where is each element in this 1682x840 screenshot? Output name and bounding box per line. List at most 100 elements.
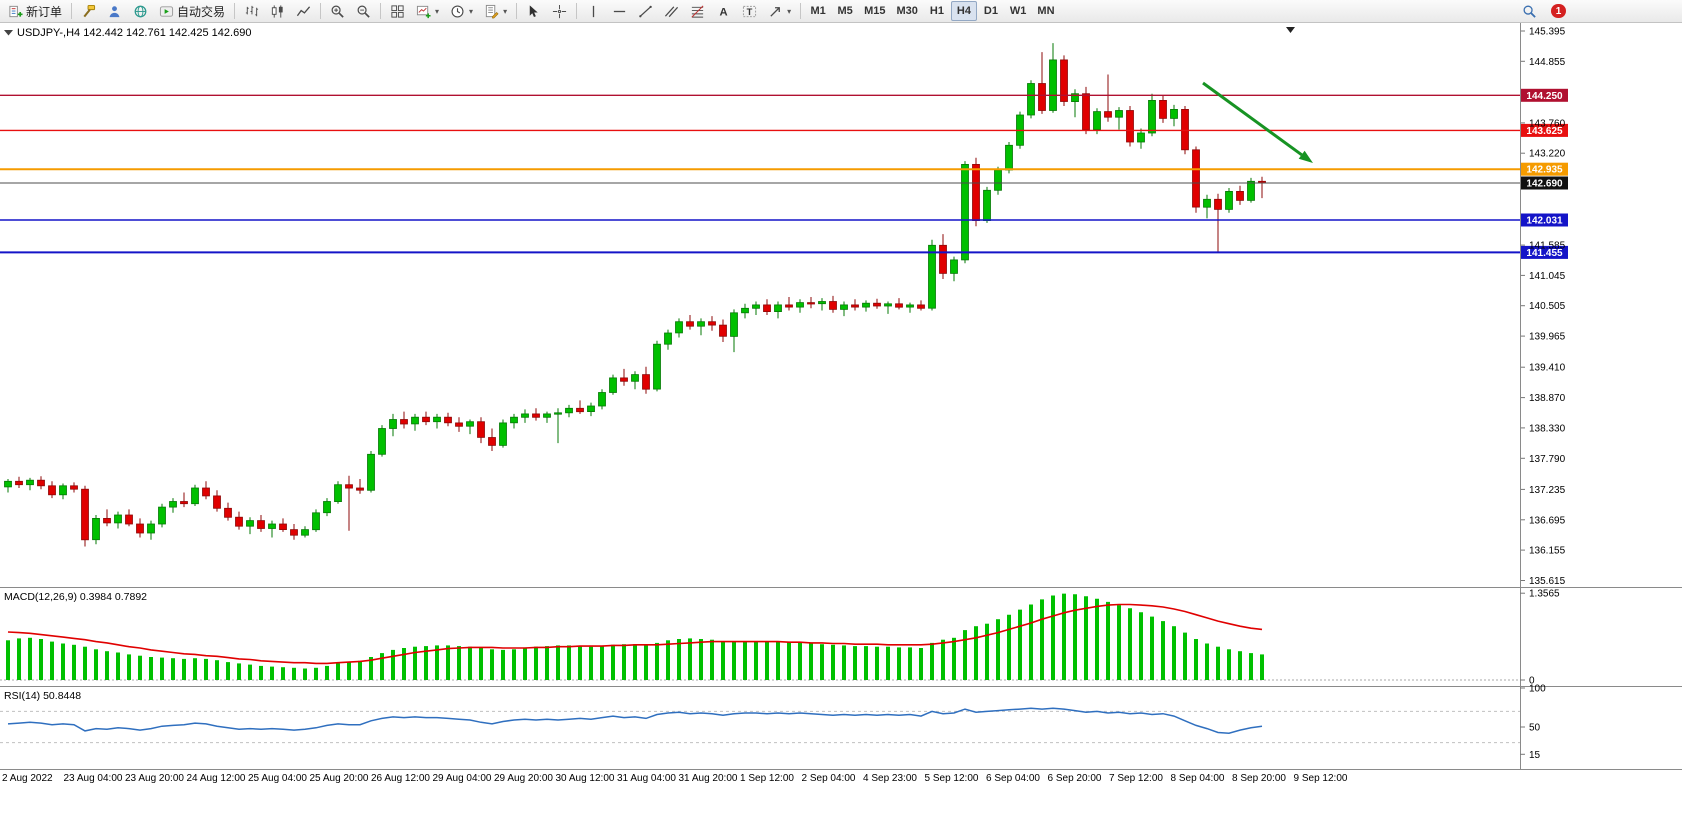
time-axis-label: 2 Aug 2022	[2, 773, 53, 784]
candle-body	[246, 520, 254, 527]
candle-body	[367, 453, 375, 491]
candle-body	[48, 485, 56, 496]
time-axis[interactable]: 2 Aug 2022 23 Aug 04:00 23 Aug 20:00 24 Aug…	[2, 773, 1348, 784]
trendline-tool-button[interactable]	[633, 1, 658, 21]
time-axis-label: 23 Aug 04:00	[64, 773, 123, 784]
templates-button[interactable]: ▾	[479, 1, 512, 21]
cursor-tool-button[interactable]	[521, 1, 546, 21]
fibonacci-tool-button[interactable]	[685, 1, 710, 21]
candle-body	[334, 484, 342, 503]
arrows-tool-button[interactable]: ▾	[763, 1, 796, 21]
svg-text:137.790: 137.790	[1529, 454, 1566, 465]
accounts-button[interactable]	[102, 1, 127, 21]
candlestick-chart-button[interactable]	[265, 1, 290, 21]
new-chart-button[interactable]: ▾	[411, 1, 444, 21]
svg-text:0: 0	[1529, 676, 1535, 687]
periods-button[interactable]: ▾	[445, 1, 478, 21]
line-chart-icon	[296, 5, 311, 16]
line-chart-button[interactable]	[291, 1, 316, 21]
horizontal-line-tool-button[interactable]	[607, 1, 632, 21]
timeframe-h4-button[interactable]: H4	[950, 1, 977, 21]
trendline-icon	[639, 5, 652, 17]
svg-text:143.760: 143.760	[1529, 118, 1566, 129]
timeframe-label: M30	[896, 5, 918, 17]
time-axis-label: 25 Aug 04:00	[248, 773, 307, 784]
candle-body	[664, 332, 672, 345]
time-axis-label: 24 Aug 12:00	[187, 773, 246, 784]
time-axis-label: 2 Sep 04:00	[802, 773, 856, 784]
one-click-collapse-icon[interactable]	[4, 30, 13, 36]
timeframe-h1-button[interactable]: H1	[924, 1, 950, 21]
svg-text:T: T	[747, 6, 753, 16]
dropdown-caret-icon: ▾	[469, 6, 474, 16]
time-axis-label: 31 Aug 04:00	[617, 773, 676, 784]
search-button[interactable]	[1517, 1, 1542, 21]
candle-body	[631, 374, 639, 382]
candle-body	[378, 428, 386, 455]
timeframe-w1-button[interactable]: W1	[1005, 1, 1032, 21]
candle-body	[213, 495, 221, 509]
community-button[interactable]	[128, 1, 153, 21]
crosshair-tool-button[interactable]	[547, 1, 572, 21]
candle-body	[323, 501, 331, 514]
text-tool-button[interactable]: A	[711, 1, 736, 21]
candle-body	[279, 523, 287, 530]
svg-text:144.250: 144.250	[1526, 91, 1563, 102]
candle-body	[609, 377, 617, 393]
zoom-in-icon	[331, 5, 344, 18]
candle-body	[477, 421, 485, 438]
vertical-line-tool-button[interactable]	[581, 1, 606, 21]
candle-body	[1104, 111, 1112, 118]
candle-body	[4, 480, 12, 488]
label-tool-button[interactable]: T	[737, 1, 762, 21]
candle-body	[928, 244, 936, 309]
horizontal-line-icon	[613, 10, 626, 12]
timeframe-mn-button[interactable]: MN	[1032, 1, 1059, 21]
chart-shift-marker[interactable]	[1286, 27, 1295, 33]
candle-body	[422, 416, 430, 423]
svg-text:142.031: 142.031	[1526, 216, 1563, 227]
chart-canvas[interactable]: 144.250 143.625 142.935 142.690 142.031 141.4…	[0, 23, 1682, 840]
candle-body	[1049, 59, 1057, 111]
candle-body	[92, 517, 100, 541]
candle-body	[708, 321, 716, 326]
toolbar-right-group: 1	[1517, 0, 1566, 22]
candle-body	[136, 523, 144, 534]
autotrade-button[interactable]: 自动交易	[154, 1, 230, 21]
svg-text:1.3565: 1.3565	[1529, 589, 1560, 600]
current-price-price-badge: 142.690	[1521, 176, 1568, 190]
timeframe-d1-button[interactable]: D1	[978, 1, 1004, 21]
channel-tool-button[interactable]	[659, 1, 684, 21]
resistance-upper-price-badge: 144.250	[1521, 88, 1568, 102]
candlestick-series[interactable]	[4, 43, 1266, 547]
time-axis-label: 8 Sep 20:00	[1232, 773, 1286, 784]
timeframe-m30-button[interactable]: M30	[892, 1, 923, 21]
candle-body	[180, 501, 188, 505]
tile-windows-button[interactable]	[385, 1, 410, 21]
toolbar-separator	[320, 3, 322, 19]
zoom-in-button[interactable]	[325, 1, 350, 21]
timeframe-m15-button[interactable]: M15	[859, 1, 890, 21]
candle-body	[763, 304, 771, 312]
timeframe-m5-button[interactable]: M5	[832, 1, 858, 21]
candle-body	[1038, 83, 1046, 111]
candle-body	[224, 507, 232, 518]
candle-body	[796, 302, 804, 308]
trend-arrow-annotation[interactable]	[1202, 81, 1313, 163]
new-order-icon	[9, 5, 23, 17]
notification-badge[interactable]: 1	[1551, 4, 1566, 18]
time-axis-label: 26 Aug 12:00	[371, 773, 430, 784]
svg-text:137.235: 137.235	[1529, 485, 1566, 496]
candle-body	[961, 163, 969, 261]
tile-windows-icon	[391, 4, 404, 18]
new-order-button[interactable]: 新订单	[3, 1, 67, 21]
bar-chart-button[interactable]	[239, 1, 264, 21]
zoom-out-button[interactable]	[351, 1, 376, 21]
tools-button[interactable]	[76, 1, 101, 21]
candle-body	[532, 413, 540, 418]
timeframe-m1-button[interactable]: M1	[805, 1, 831, 21]
svg-text:144.855: 144.855	[1529, 57, 1566, 68]
svg-text:140.505: 140.505	[1529, 301, 1566, 312]
vertical-line-icon	[592, 5, 595, 17]
candle-body	[1093, 111, 1101, 130]
